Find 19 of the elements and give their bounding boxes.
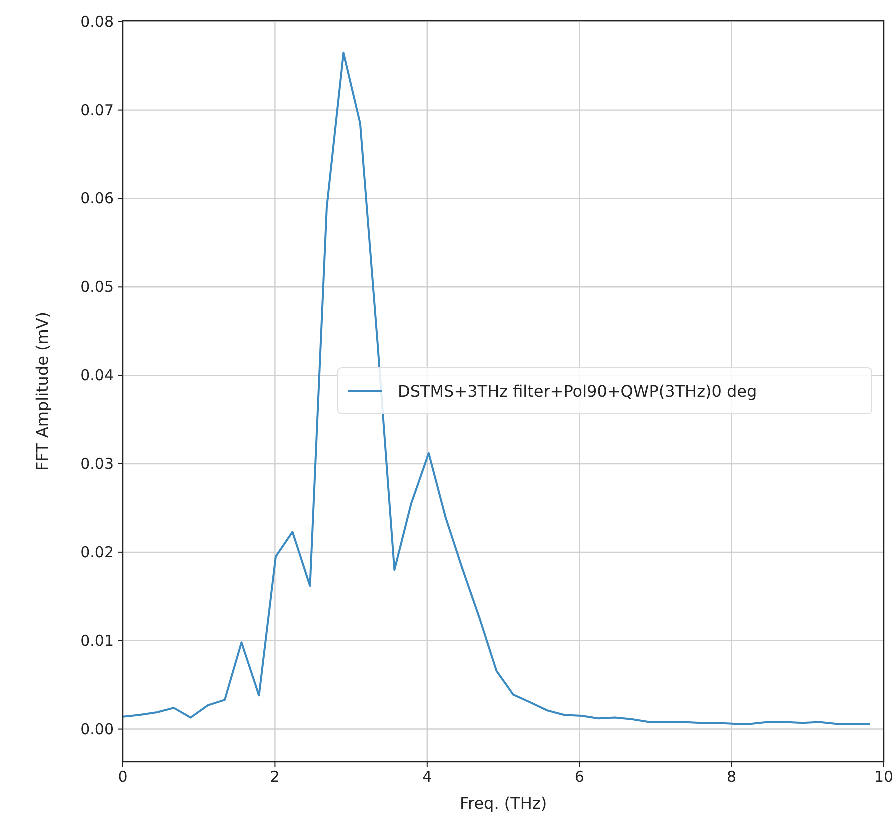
- y-tick-label: 0.07: [80, 101, 114, 120]
- x-axis-title: Freq. (THz): [460, 794, 548, 813]
- legend-label: DSTMS+3THz filter+Pol90+QWP(3THz)0 deg: [398, 382, 758, 401]
- x-tick-label: 10: [874, 768, 894, 786]
- line-series: [123, 52, 872, 725]
- x-tick-label: 2: [270, 768, 280, 786]
- y-tick-label: 0.04: [80, 366, 114, 385]
- y-axis-title: FFT Amplitude (mV): [33, 312, 52, 472]
- y-tick-label: 0.08: [80, 12, 114, 31]
- y-tick-label: 0.03: [80, 455, 114, 474]
- y-tick-label: 0.02: [80, 543, 114, 562]
- y-tick-label: 0.01: [80, 632, 114, 650]
- y-tick-label: 0.06: [80, 190, 114, 208]
- x-tick-label: 6: [574, 768, 584, 786]
- y-tick-label: 0.05: [80, 278, 114, 296]
- x-tick-label: 4: [422, 768, 432, 786]
- x-tick-label: 8: [727, 768, 737, 786]
- y-tick-label: 0.00: [80, 720, 114, 738]
- x-tick-label: 0: [118, 768, 128, 786]
